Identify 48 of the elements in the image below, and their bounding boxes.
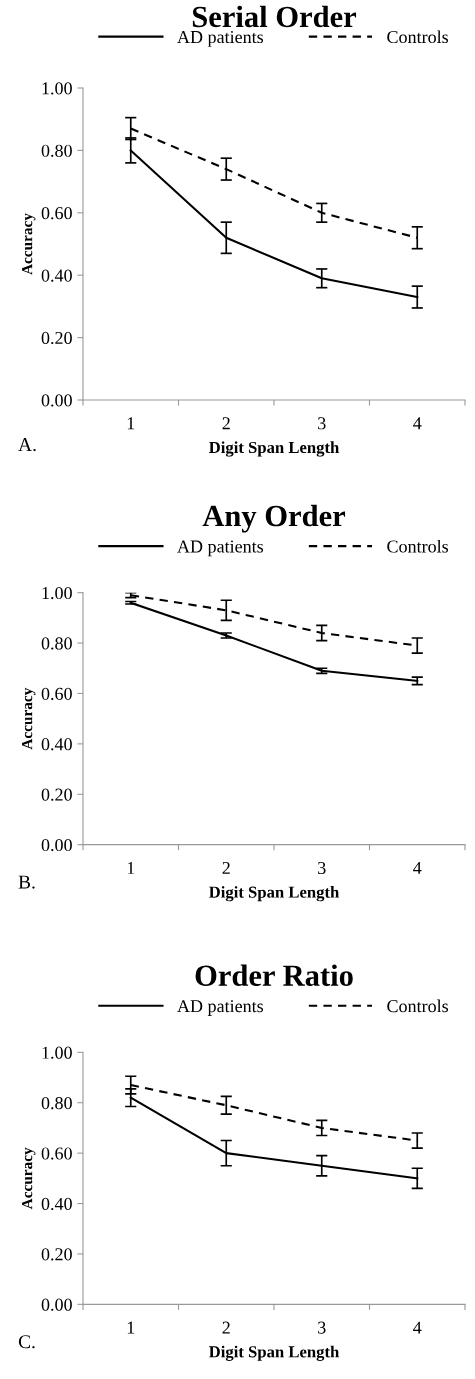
y-tick-label: 0.00 [41,838,72,852]
y-tick-label: 0.60 [41,207,72,220]
y-tick-label: 0.20 [41,331,72,345]
y-axis-title: Accuracy [22,687,36,750]
legend-label: AD patients [177,540,264,557]
y-tick-label: 0.80 [41,144,72,157]
y-tick-label: 0.20 [41,788,72,801]
y-tick-label: 0.20 [41,1248,72,1261]
y-tick-label: 1.00 [42,1046,72,1059]
y-axis-title: Accuracy [22,213,36,275]
x-tick-label: 2 [222,417,230,430]
y-tick-label: 0.80 [41,637,72,650]
y-tick-label: 0.60 [41,1147,72,1160]
x-axis-title: Digit Span Length [209,441,340,457]
y-tick-label: 0.00 [41,1298,72,1311]
x-tick-label: 3 [318,1321,326,1334]
x-tick-label: 3 [318,417,326,430]
x-tick-label: 2 [222,861,230,874]
y-tick-label: 0.80 [41,1096,72,1110]
legend-label: Controls [387,999,449,1013]
y-tick-label: 0.40 [41,738,72,751]
y-tick-label: 0.00 [41,394,72,407]
y-tick-label: 0.60 [41,687,72,700]
text: A. [18,438,36,452]
legend-label: Controls [387,539,449,553]
y-tick-label: 0.40 [41,269,72,282]
x-tick-label: 4 [413,417,422,430]
y-axis-title: Accuracy [22,1147,36,1210]
x-axis-title: Digit Span Length [209,886,340,902]
chart-title: Any Order [202,504,346,533]
y-tick-label: 1.00 [42,586,72,600]
x-tick-label: 3 [318,861,326,875]
x-tick-label: 4 [413,861,422,874]
legend-label: AD patients [177,1000,264,1016]
legend-label: AD patients [177,30,264,47]
chart-title: Serial Order [192,5,357,28]
x-axis-title: Digit Span Length [209,1345,340,1361]
x-tick-label: 1 [127,417,135,430]
y-tick-label: 1.00 [42,82,72,95]
chart-title: Order Ratio [195,964,353,986]
x-tick-label: 2 [222,1321,230,1334]
y-tick-label: 0.40 [41,1197,72,1211]
x-tick-label: 4 [413,1321,422,1334]
legend-label: Controls [387,30,449,44]
x-tick-label: 1 [127,861,135,874]
text: C. [18,1335,35,1349]
x-tick-label: 1 [127,1321,135,1334]
text: B. [18,875,35,889]
